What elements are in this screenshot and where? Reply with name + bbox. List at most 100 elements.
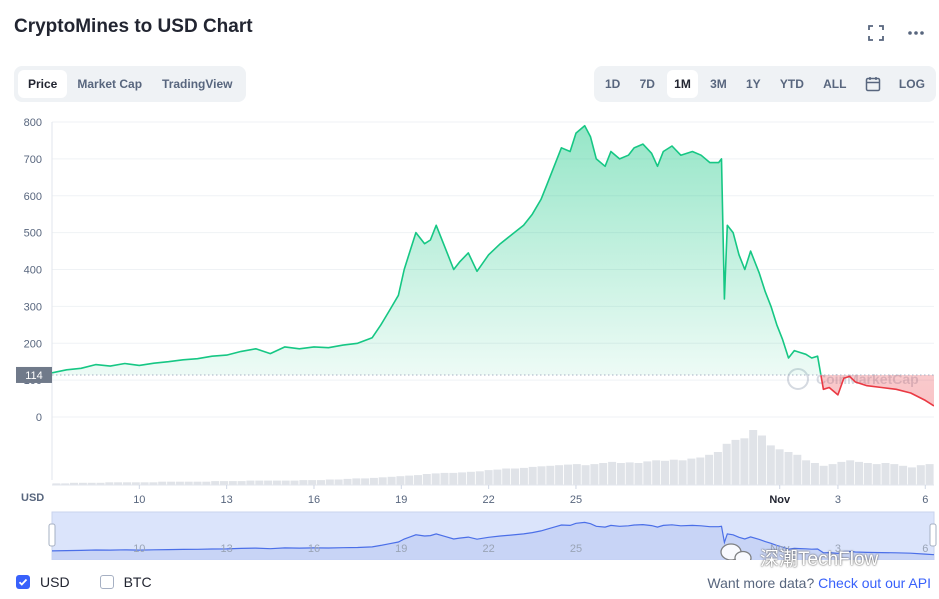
- volume-bar: [863, 463, 872, 485]
- volume-bar: [484, 470, 493, 485]
- volume-bar: [731, 439, 740, 485]
- navigator-tick-label: 3: [835, 543, 841, 555]
- volume-bar: [828, 464, 837, 485]
- volume-bar: [890, 464, 899, 485]
- volume-bar: [819, 465, 828, 486]
- volume-bar: [502, 468, 511, 485]
- volume-bar: [272, 480, 281, 485]
- range-1d[interactable]: 1D: [605, 77, 621, 91]
- volume-bar: [281, 480, 290, 485]
- volume-bar: [431, 473, 440, 485]
- volume-bar: [758, 435, 766, 485]
- wechat-icon: [720, 543, 752, 560]
- volume-bar: [749, 430, 758, 485]
- navigator-tick-label: 16: [308, 543, 320, 555]
- volume-bar: [325, 479, 334, 485]
- volume-bar: [414, 475, 422, 485]
- calendar-icon[interactable]: [859, 76, 887, 92]
- volume-bar: [564, 464, 572, 485]
- range-7d[interactable]: 7D: [639, 77, 655, 91]
- y-tick-label: 200: [24, 338, 42, 350]
- volume-bar: [775, 449, 784, 486]
- range-3m[interactable]: 3M: [710, 77, 727, 91]
- volume-bar: [87, 482, 96, 485]
- y-tick-label: 0: [36, 412, 42, 424]
- y-tick-label: 400: [24, 265, 42, 277]
- api-promo: Want more data? Check out our API: [707, 575, 931, 591]
- volume-bar: [722, 443, 731, 486]
- x-tick-label: Nov: [769, 494, 791, 506]
- range-ytd[interactable]: YTD: [779, 77, 804, 91]
- volume-bar: [678, 460, 687, 486]
- volume-bar: [422, 474, 431, 485]
- navigator-tick-label: 22: [483, 543, 495, 555]
- volume-bar: [343, 478, 352, 485]
- navigator-tick-label: 25: [570, 543, 582, 555]
- navigator-tick-label: 13: [221, 543, 233, 555]
- volume-bar: [581, 465, 590, 485]
- volume-bar: [96, 482, 105, 485]
- volume-bar: [855, 461, 863, 485]
- y-tick-label: 500: [24, 228, 42, 240]
- volume-bar: [687, 458, 696, 485]
- volume-bar: [290, 480, 299, 485]
- navigator-handle-left: [48, 523, 56, 547]
- log-scale-toggle[interactable]: LOG: [898, 77, 925, 91]
- volume-bar: [625, 462, 634, 485]
- range-1m[interactable]: 1M: [667, 70, 698, 98]
- volume-bar: [537, 466, 546, 485]
- currency-axis-label: USD: [21, 492, 44, 504]
- volume-bar: [696, 457, 705, 485]
- navigator-tick-label: 19: [395, 543, 407, 555]
- volume-bar: [149, 482, 158, 486]
- chart-title: CryptoMines to USD Chart: [14, 16, 253, 37]
- volume-bar: [899, 465, 908, 486]
- volume-bar: [52, 483, 61, 485]
- volume-bar: [405, 475, 414, 485]
- range-all[interactable]: ALL: [823, 77, 847, 91]
- tab-price[interactable]: Price: [18, 70, 68, 98]
- volume-bar: [396, 476, 405, 485]
- api-promo-text: Want more data?: [707, 575, 815, 591]
- usd-checkbox[interactable]: [16, 575, 30, 589]
- volume-bar: [466, 471, 475, 485]
- volume-bar: [493, 469, 502, 485]
- x-tick-label: 3: [835, 494, 841, 506]
- x-tick-label: 22: [483, 494, 495, 506]
- y-tick-label: 800: [24, 117, 42, 129]
- volume-bar: [352, 478, 361, 485]
- volume-bar: [193, 481, 202, 485]
- y-tick-label: 600: [24, 191, 42, 203]
- volume-bar: [740, 438, 749, 486]
- range-tabs: 1D 7D 1M 3M 1Y YTD ALL LOG: [594, 66, 936, 102]
- volume-bar: [661, 460, 669, 485]
- volume-bar: [810, 463, 819, 485]
- volume-bar: [766, 445, 775, 485]
- volume-bar: [308, 480, 317, 486]
- navigator-line: [51, 521, 935, 556]
- usd-label: USD: [40, 574, 70, 590]
- volume-bar: [114, 482, 123, 486]
- navigator-handle-right: [929, 523, 937, 547]
- volume-bar: [440, 472, 449, 485]
- fullscreen-icon[interactable]: [867, 24, 885, 42]
- navigator-tick-label: 10: [133, 543, 145, 555]
- tab-market-cap[interactable]: Market Cap: [77, 77, 143, 91]
- volume-bar: [793, 454, 802, 486]
- volume-bar: [70, 482, 78, 485]
- more-icon[interactable]: [907, 24, 925, 42]
- x-tick-label: 6: [922, 494, 928, 506]
- price-area-up: [52, 125, 821, 375]
- volume-bar: [123, 482, 131, 486]
- price-chart[interactable]: 0100200300400500600700800CoinMarketCap11…: [0, 112, 939, 560]
- overlay-watermark: 深潮TechFlow: [760, 549, 879, 570]
- volume-bar: [175, 481, 184, 485]
- reference-badge: [16, 366, 52, 383]
- chart-legend: USD BTC: [16, 574, 172, 590]
- api-link[interactable]: Check out our API: [818, 575, 931, 591]
- range-1y[interactable]: 1Y: [745, 77, 761, 91]
- btc-checkbox[interactable]: [99, 575, 114, 589]
- tab-tradingview[interactable]: TradingView: [162, 77, 233, 91]
- volume-bar: [317, 480, 325, 486]
- volume-bar: [334, 479, 343, 485]
